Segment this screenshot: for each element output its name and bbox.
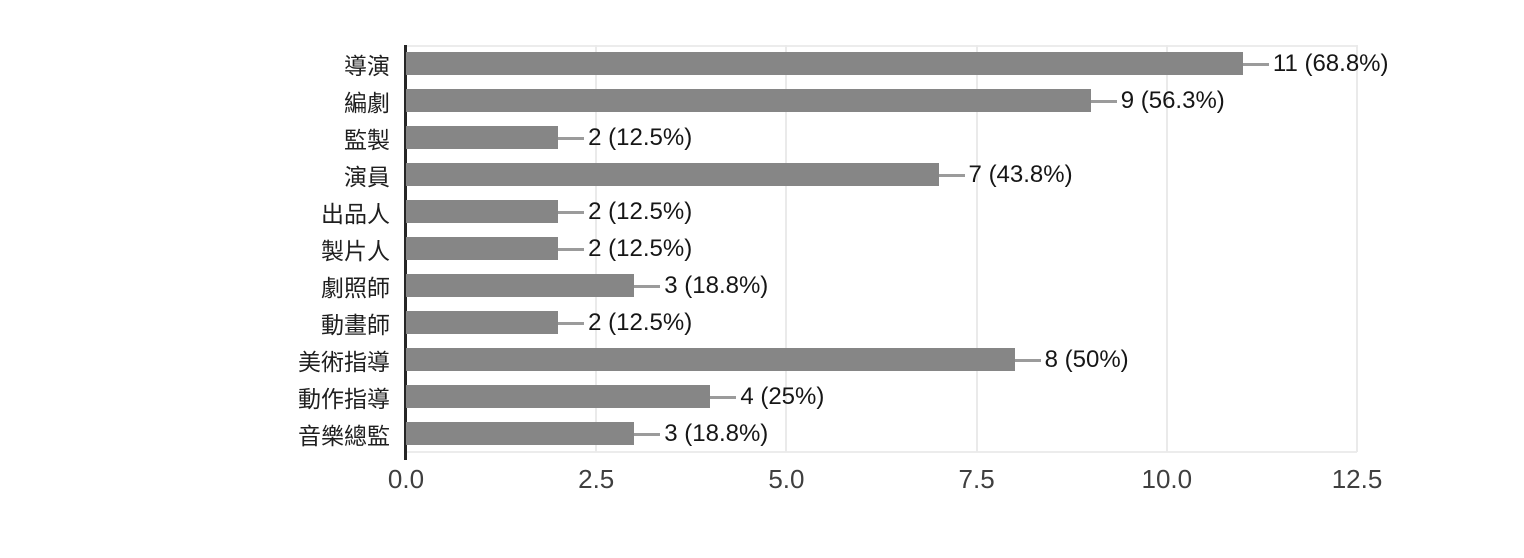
value-label: 9 (56.3%) xyxy=(1120,86,1225,114)
leader-line xyxy=(938,173,965,177)
y-axis-category-label: 編劇 xyxy=(344,89,390,116)
x-tick-label: 2.5 xyxy=(578,464,615,494)
value-label: 3 (18.8%) xyxy=(664,271,769,299)
leader-line xyxy=(1090,99,1117,103)
bar xyxy=(406,385,711,408)
bar xyxy=(406,348,1015,371)
y-axis-line xyxy=(404,45,407,460)
value-label: 2 (12.5%) xyxy=(588,234,693,262)
bar xyxy=(406,52,1243,75)
x-tick-label: 5.0 xyxy=(768,464,805,494)
value-label: 2 (12.5%) xyxy=(588,123,693,151)
y-axis-category-label: 出品人 xyxy=(321,200,390,227)
y-axis-category-label: 動作指導 xyxy=(298,385,390,412)
x-tick-label: 0.0 xyxy=(387,464,425,494)
bar xyxy=(406,163,939,186)
value-label: 11 (68.8%) xyxy=(1272,49,1389,77)
y-axis-category-label: 美術指導 xyxy=(298,348,390,375)
leader-line xyxy=(634,284,661,288)
value-label: 3 (18.8%) xyxy=(664,419,769,447)
bar xyxy=(406,126,559,149)
bar xyxy=(406,311,559,334)
gridline-x xyxy=(595,45,598,452)
y-axis-category-label: 製片人 xyxy=(321,237,390,264)
plot-top-border xyxy=(406,45,1357,47)
plot-bottom-border xyxy=(406,451,1357,453)
value-label: 2 (12.5%) xyxy=(588,308,693,336)
y-axis-category-label: 音樂總監 xyxy=(298,422,390,449)
leader-line xyxy=(558,247,585,251)
bar xyxy=(406,237,559,260)
leader-line xyxy=(1014,358,1041,362)
y-axis-category-label: 導演 xyxy=(344,52,390,79)
value-label: 4 (25%) xyxy=(740,382,825,410)
gridline-x xyxy=(1165,45,1168,452)
y-axis-category-label: 動畫師 xyxy=(321,311,390,338)
leader-line xyxy=(558,321,585,325)
gridline-x xyxy=(1356,45,1358,452)
y-axis-category-label: 演員 xyxy=(344,163,390,190)
y-axis-category-label: 監製 xyxy=(344,126,390,153)
gridline-x xyxy=(975,45,978,452)
leader-line xyxy=(558,210,585,214)
value-label: 2 (12.5%) xyxy=(588,197,693,225)
bar xyxy=(406,89,1091,112)
gridline-x xyxy=(785,45,788,452)
leader-line xyxy=(710,395,737,399)
y-axis-category-label: 劇照師 xyxy=(321,274,390,301)
x-tick-label: 10.0 xyxy=(1141,464,1193,494)
bar xyxy=(406,200,559,223)
x-tick-label: 12.5 xyxy=(1331,464,1383,494)
leader-line xyxy=(1242,62,1269,66)
leader-line xyxy=(558,136,585,140)
x-tick-label: 7.5 xyxy=(958,464,995,494)
leader-line xyxy=(634,432,661,436)
bar xyxy=(406,422,635,445)
value-label: 8 (50%) xyxy=(1044,345,1129,373)
value-label: 7 (43.8%) xyxy=(968,160,1073,188)
bar xyxy=(406,274,635,297)
